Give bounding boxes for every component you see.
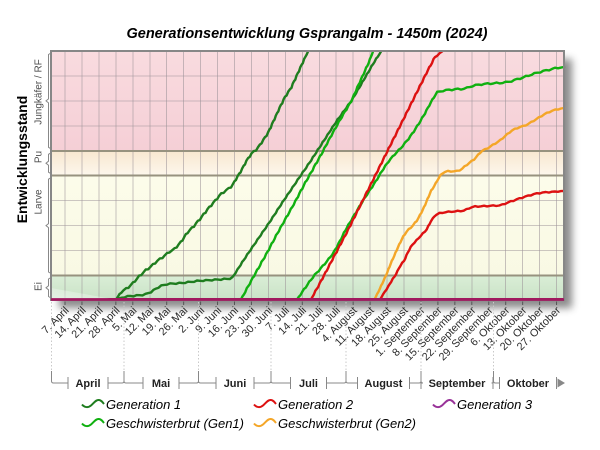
svg-text:Entwicklungsstand: Entwicklungsstand — [14, 96, 30, 224]
svg-text:April: April — [75, 378, 100, 390]
svg-text:Oktober: Oktober — [507, 378, 550, 390]
svg-text:Juli: Juli — [299, 378, 318, 390]
svg-text:Geschwisterbrut (Gen2): Geschwisterbrut (Gen2) — [278, 416, 416, 431]
svg-text:September: September — [429, 378, 487, 390]
svg-text:Generation 1: Generation 1 — [106, 397, 181, 412]
svg-text:Generationsentwicklung Gsprang: Generationsentwicklung Gsprangalm - 1450… — [126, 26, 487, 42]
svg-text:Pu: Pu — [34, 151, 45, 163]
svg-text:Ei: Ei — [34, 282, 45, 291]
svg-text:Larve: Larve — [34, 189, 45, 214]
svg-text:Jungkäfer / RF: Jungkäfer / RF — [34, 59, 45, 125]
svg-text:Generation 3: Generation 3 — [457, 397, 533, 412]
svg-text:August: August — [365, 378, 403, 390]
svg-text:Generation 2: Generation 2 — [278, 397, 354, 412]
svg-text:Mai: Mai — [152, 378, 170, 390]
svg-text:Juni: Juni — [224, 378, 247, 390]
svg-text:Geschwisterbrut (Gen1): Geschwisterbrut (Gen1) — [106, 416, 244, 431]
